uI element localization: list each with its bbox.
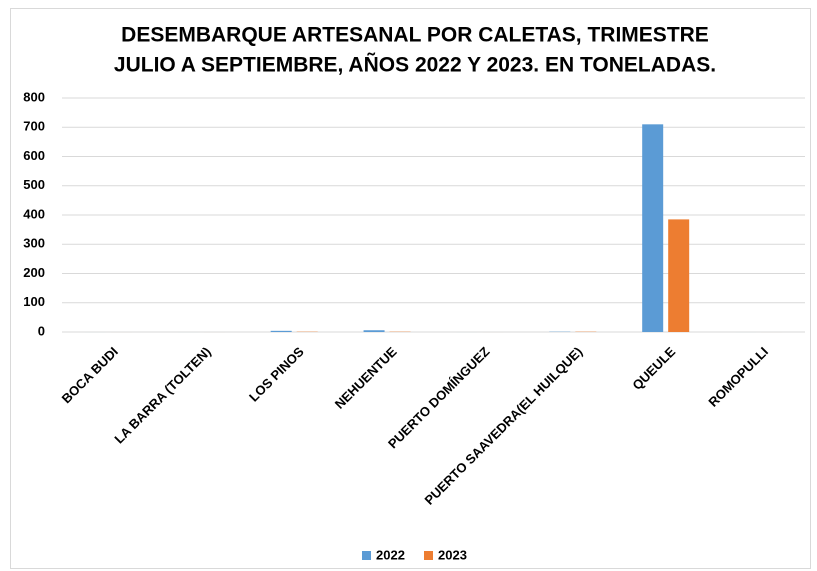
legend-label: 2022 xyxy=(376,547,405,562)
bar xyxy=(642,124,664,332)
legend-swatch xyxy=(362,551,371,560)
y-tick-label: 600 xyxy=(23,148,45,163)
y-tick-label: 500 xyxy=(23,177,45,192)
y-tick-label: 700 xyxy=(23,119,45,134)
legend-label: 2023 xyxy=(438,547,467,562)
y-tick-label: 100 xyxy=(23,294,45,309)
bar xyxy=(363,330,385,332)
y-tick-label: 300 xyxy=(23,236,45,251)
y-tick-label: 400 xyxy=(23,206,45,221)
y-tick-label: 0 xyxy=(38,323,45,338)
bar xyxy=(668,219,690,332)
bar xyxy=(270,330,292,332)
chart-title: DESEMBARQUE ARTESANAL POR CALETAS, TRIME… xyxy=(121,24,709,47)
y-tick-label: 200 xyxy=(23,265,45,280)
chart-title: JULIO A SEPTIEMBRE, AÑOS 2022 Y 2023. EN… xyxy=(114,54,716,77)
y-tick-label: 800 xyxy=(23,89,45,104)
legend-swatch xyxy=(424,551,433,560)
chart-border xyxy=(10,8,811,569)
